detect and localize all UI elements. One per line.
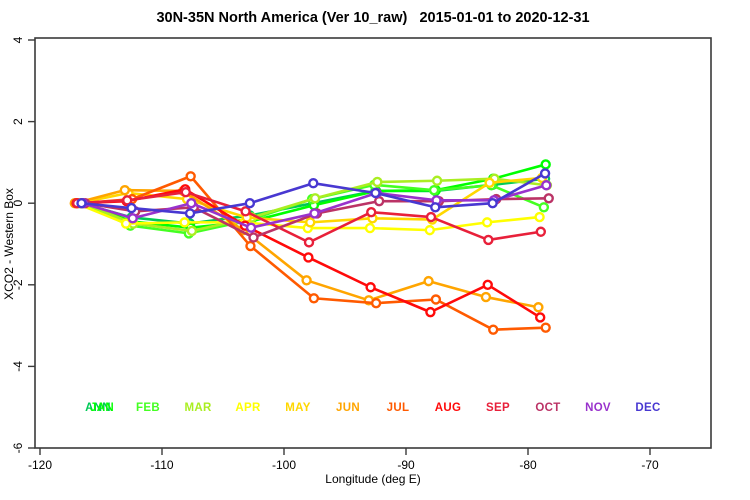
series-point-NOV — [245, 222, 257, 233]
series-point-JUL — [488, 324, 499, 335]
x-axis-label: Longitude (deg E) — [325, 472, 421, 486]
series-point-APR — [424, 224, 435, 236]
series-point-DEC — [539, 168, 551, 179]
y-tick-label: 4 — [11, 36, 25, 43]
series-point-JUN — [480, 291, 492, 303]
series-point-NOV — [127, 213, 138, 224]
series-point-AUG — [365, 282, 376, 293]
x-tick-label: -80 — [519, 458, 537, 472]
x-tick-label: -100 — [272, 458, 296, 472]
series-point-DEC — [370, 187, 381, 199]
x-tick-label: -110 — [150, 458, 173, 472]
series-point-MAY — [305, 217, 316, 228]
series-point-SEP — [180, 186, 191, 198]
series-point-FEB — [428, 184, 440, 196]
series-point-JUN — [301, 275, 312, 286]
series-point-OCT — [248, 232, 259, 243]
legend-item-jan: JAN — [90, 402, 114, 414]
series-point-AUG — [425, 306, 436, 318]
series-point-OCT — [373, 195, 385, 207]
series-point-DEC — [76, 197, 87, 209]
series-point-SEP — [122, 195, 133, 206]
series-point-AUG — [482, 279, 493, 290]
series-point-DEC — [126, 202, 137, 214]
series-point-OCT — [543, 193, 554, 204]
series-point-JUN — [119, 184, 130, 196]
legend-item-ann: ANN — [85, 402, 111, 414]
series-point-APR — [120, 218, 132, 229]
legend-item-oct: OCT — [535, 402, 561, 414]
series-point-NOV — [186, 197, 197, 209]
series-point-FEB — [538, 202, 550, 213]
legend-item-feb: FEB — [136, 402, 160, 414]
y-tick-label: 0 — [11, 200, 25, 207]
legend-item-mar: MAR — [184, 402, 212, 414]
series-point-JUN — [423, 275, 434, 287]
series-point-SEP — [535, 226, 547, 237]
series-point-SEP — [240, 206, 251, 217]
series-point-APR — [364, 222, 376, 234]
series-point-SEP — [425, 211, 437, 223]
series-point-APR — [179, 217, 190, 228]
series-point-DEC — [244, 197, 256, 209]
series-point-APR — [534, 211, 545, 223]
series-point-AUG — [535, 312, 546, 323]
series-point-JUL — [308, 293, 320, 304]
series-point-MAR — [186, 225, 198, 237]
legend-item-jul: JUL — [386, 402, 410, 414]
legend-item-apr: APR — [235, 402, 261, 414]
plot-box — [34, 37, 712, 449]
series-point-SEP — [483, 234, 494, 246]
series-point-JAN — [540, 159, 551, 170]
series-point-JUL — [245, 240, 256, 252]
series-point-DEC — [487, 197, 498, 209]
y-axis-label: XCO2 - Western Box — [2, 188, 16, 300]
series-point-JUL — [540, 322, 551, 333]
y-tick-label: -2 — [11, 279, 25, 290]
series-point-AUG — [303, 252, 314, 263]
legend-item-may: MAY — [285, 402, 311, 414]
series-point-SEP — [366, 206, 377, 218]
legend-item-jun: JUN — [336, 402, 360, 414]
y-tick-label: -4 — [11, 361, 25, 372]
series-point-MAY — [484, 177, 495, 189]
y-tick-label: -6 — [11, 442, 25, 453]
chart-title: 30N-35N North America (Ver 10_raw) 2015-… — [156, 10, 590, 26]
series-point-JUN — [533, 302, 544, 313]
series-point-NOV — [541, 180, 552, 191]
series-point-JUL — [185, 171, 196, 182]
series-point-DEC — [430, 202, 441, 213]
legend-item-dec: DEC — [635, 402, 661, 414]
x-tick-label: -90 — [397, 458, 415, 472]
x-tick-label: -120 — [28, 458, 52, 472]
legend-item-sep: SEP — [486, 402, 510, 414]
series-point-DEC — [308, 178, 319, 189]
series-point-NOV — [309, 208, 320, 219]
series-point-JUL — [430, 294, 442, 305]
series-point-APR — [481, 217, 493, 228]
legend-item-nov: NOV — [585, 402, 611, 414]
series-point-DEC — [184, 208, 196, 219]
x-tick-label: -70 — [641, 458, 659, 472]
series-point-SEP — [303, 237, 315, 248]
series-point-MAR — [309, 193, 321, 204]
series-point-JUL — [370, 297, 382, 309]
series-point-MAR — [431, 175, 443, 186]
series-point-MAR — [372, 176, 383, 188]
legend-item-aug: AUG — [434, 402, 462, 414]
y-tick-label: 2 — [11, 118, 25, 125]
